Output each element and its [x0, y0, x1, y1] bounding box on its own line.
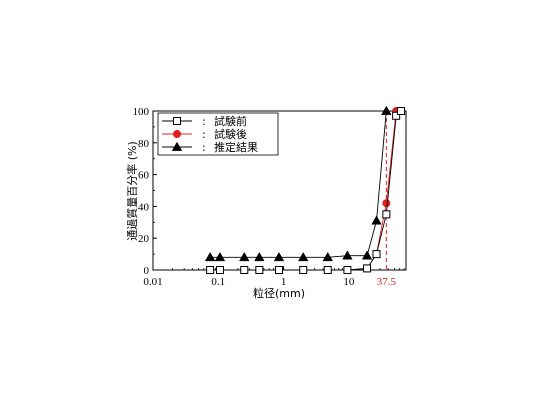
x-axis-label: 粒径(mm): [253, 286, 305, 300]
data-point: [381, 105, 392, 115]
data-point: [214, 251, 226, 262]
legend-separator: :: [202, 115, 206, 128]
data-point: [363, 264, 372, 273]
legend-label: 推定結果: [214, 140, 258, 154]
data-point: [382, 210, 391, 219]
y-tick-label: 20: [138, 233, 150, 245]
data-point: [273, 251, 285, 262]
data-point: [239, 251, 250, 262]
data-point: [254, 251, 265, 262]
legend-marker: [171, 141, 183, 151]
y-tick-label: 100: [133, 106, 150, 118]
y-axis-label: 通過質量百分率 (%): [125, 141, 139, 241]
annotation-layer: 37.5: [377, 111, 397, 288]
legend-label: 試験前: [214, 114, 247, 128]
data-point: [343, 266, 352, 274]
data-point: [255, 266, 264, 274]
data-point: [361, 250, 373, 260]
data-point: [382, 199, 391, 208]
data-point: [215, 266, 224, 274]
x-tick-label: 0.1: [211, 276, 225, 288]
series-3: [204, 105, 392, 262]
legend-marker: [173, 117, 181, 125]
data-point: [206, 266, 215, 274]
reference-line-label: 37.5: [377, 276, 397, 288]
legend-separator: :: [202, 128, 206, 141]
series-1: [206, 107, 406, 274]
data-point: [204, 251, 216, 262]
data-point: [274, 266, 283, 274]
y-tick-label: 60: [138, 170, 150, 182]
legend: : 試験前: 試験後: 推定結果: [157, 112, 279, 156]
legend-label: 試験後: [214, 127, 247, 141]
data-point: [240, 266, 249, 274]
data-point: [323, 266, 332, 274]
x-tick-label: 10: [343, 276, 355, 288]
data-point: [322, 251, 333, 262]
y-tick-label: 0: [144, 265, 150, 277]
data-point: [298, 251, 309, 262]
data-point: [371, 215, 382, 225]
data-point: [299, 266, 308, 274]
legend-separator: :: [202, 141, 206, 154]
x-tick-label: 0.01: [143, 276, 162, 288]
x-tick-label: 1: [281, 276, 287, 288]
legend-marker: [172, 129, 182, 139]
data-point: [392, 111, 401, 120]
y-tick-label: 40: [138, 201, 150, 213]
data-point: [342, 250, 353, 260]
y-tick-label: 80: [138, 138, 150, 150]
data-point: [397, 107, 406, 115]
data-point: [372, 250, 381, 259]
series-layer: [204, 105, 406, 275]
